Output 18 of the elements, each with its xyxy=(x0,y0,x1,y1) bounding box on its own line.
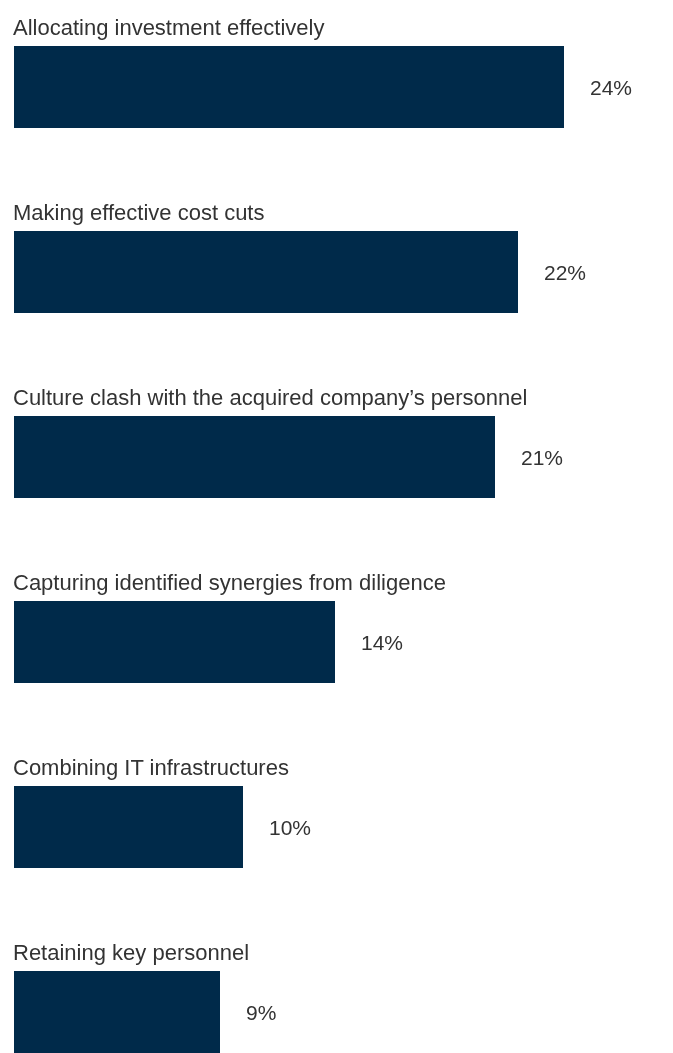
bar xyxy=(14,971,220,1053)
data-label: 10% xyxy=(269,816,312,839)
y-tick-label: Capturing identified synergies from diligence xyxy=(13,570,446,595)
y-tick-label: Making effective cost cuts xyxy=(13,200,265,225)
bar xyxy=(14,786,243,868)
y-tick-label: Culture clash with the acquired company’s personnel xyxy=(13,385,528,410)
data-label: 9% xyxy=(246,1001,277,1024)
y-tick-label: Allocating investment effectively xyxy=(13,15,325,40)
y-tick-label: Retaining key personnel xyxy=(13,940,250,965)
bar xyxy=(14,601,335,683)
data-label: 24% xyxy=(590,76,633,99)
data-label: 22% xyxy=(544,261,587,284)
bar xyxy=(14,416,495,498)
bar xyxy=(14,46,564,128)
data-label: 21% xyxy=(521,446,564,469)
y-tick-label: Combining IT infrastructures xyxy=(13,755,289,780)
data-label: 14% xyxy=(361,631,404,654)
bar xyxy=(14,231,518,313)
